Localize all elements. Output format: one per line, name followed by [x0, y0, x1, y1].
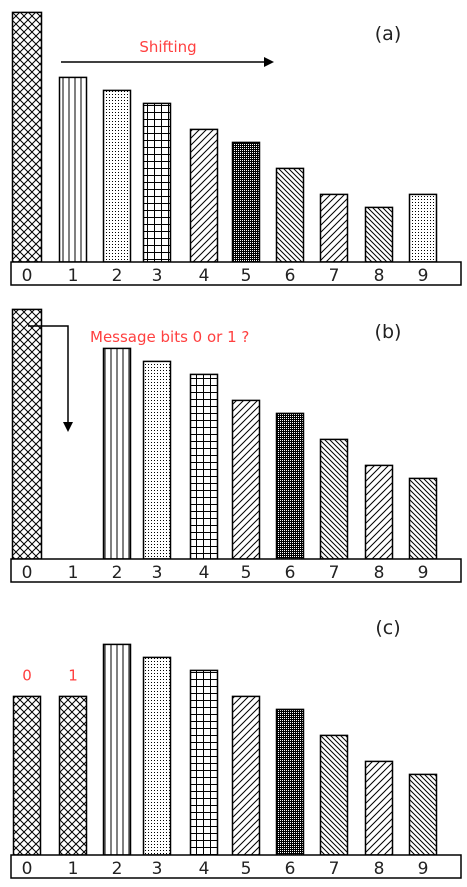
bar-2	[102, 643, 132, 856]
bar-4	[189, 669, 219, 856]
bar-2	[102, 347, 132, 560]
bar-label-0: 0	[22, 666, 32, 684]
tick-label-7: 7	[329, 266, 340, 286]
tick-label-1: 1	[68, 563, 79, 583]
bar-6	[275, 167, 305, 263]
bar-1	[58, 695, 88, 856]
tick-label-5: 5	[241, 859, 252, 879]
bar-1	[58, 76, 88, 263]
bar-3	[142, 102, 172, 263]
bar-2	[102, 89, 132, 263]
bar-0	[12, 695, 42, 856]
tick-label-0: 0	[22, 563, 33, 583]
bar-6	[275, 708, 305, 856]
bar-0	[11, 11, 43, 263]
tick-label-7: 7	[329, 859, 340, 879]
bar-7	[319, 734, 349, 856]
tick-label-3: 3	[152, 563, 163, 583]
tick-label-0: 0	[22, 859, 33, 879]
tick-label-1: 1	[68, 266, 79, 286]
axis-box	[10, 261, 462, 286]
tick-label-4: 4	[199, 859, 210, 879]
tick-label-5: 5	[241, 563, 252, 583]
tick-label-8: 8	[374, 859, 385, 879]
bar-3	[142, 656, 172, 856]
annotation-text: Message bits 0 or 1 ?	[90, 328, 249, 346]
bar-5	[231, 399, 261, 560]
tick-label-2: 2	[112, 859, 123, 879]
tick-label-2: 2	[112, 266, 123, 286]
bar-label-1: 1	[68, 666, 78, 684]
bar-4	[189, 128, 219, 263]
bar-5	[231, 695, 261, 856]
bar-5	[231, 141, 261, 263]
bar-8	[364, 464, 394, 560]
chart-panel-2: 0 1 2 3 4 5 6 7 8 9 (b) Message bits 0 or 1 ?	[10, 308, 462, 583]
tick-label-2: 2	[112, 563, 123, 583]
tick-label-6: 6	[285, 563, 296, 583]
drop-arrow	[28, 325, 73, 432]
tick-label-6: 6	[285, 266, 296, 286]
tick-label-7: 7	[329, 563, 340, 583]
tick-label-6: 6	[285, 859, 296, 879]
tick-label-1: 1	[68, 859, 79, 879]
tick-label-9: 9	[418, 563, 429, 583]
tick-label-0: 0	[22, 266, 33, 286]
bar-8	[364, 760, 394, 856]
bar-9	[408, 477, 438, 560]
bar-9	[408, 773, 438, 856]
tick-label-4: 4	[199, 266, 210, 286]
panel-label: (c)	[375, 617, 400, 639]
bar-0	[11, 308, 43, 560]
bar-7	[319, 193, 349, 263]
chart-panel-1: 0 1 2 3 4 5 6 7 8 9 (a) Shifting	[10, 11, 462, 286]
tick-label-9: 9	[418, 266, 429, 286]
tick-label-8: 8	[374, 563, 385, 583]
tick-label-5: 5	[241, 266, 252, 286]
tick-label-3: 3	[152, 859, 163, 879]
tick-label-9: 9	[418, 859, 429, 879]
tick-label-4: 4	[199, 563, 210, 583]
axis-box	[10, 558, 462, 583]
bar-3	[142, 360, 172, 560]
bar-9	[408, 193, 438, 263]
bar-4	[189, 373, 219, 560]
bar-8	[364, 206, 394, 263]
bar-6	[275, 412, 305, 560]
chart-panel-3: 0 1 2 3 4 5 6 7 8 9 (c) 0 1	[10, 617, 462, 879]
panel-label: (a)	[375, 23, 401, 45]
panel-label: (b)	[375, 321, 402, 343]
tick-label-3: 3	[152, 266, 163, 286]
annotation-text: Shifting	[139, 38, 196, 56]
axis-box	[10, 854, 462, 879]
bar-7	[319, 438, 349, 560]
tick-label-8: 8	[374, 266, 385, 286]
